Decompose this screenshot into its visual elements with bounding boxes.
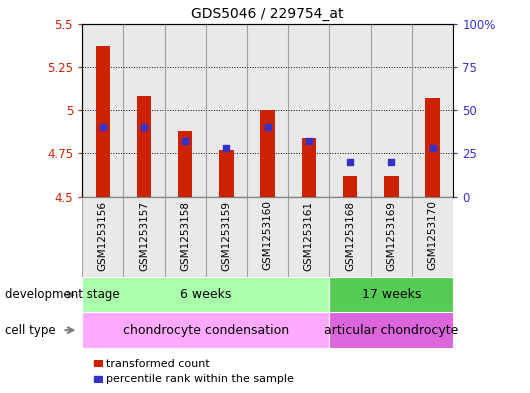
Bar — [288, 24, 330, 196]
Bar — [247, 24, 288, 196]
Text: GSM1253158: GSM1253158 — [180, 200, 190, 270]
Bar — [165, 24, 206, 196]
Text: cell type: cell type — [5, 323, 56, 337]
Bar — [94, 376, 102, 382]
Bar — [82, 312, 330, 348]
Text: GSM1253157: GSM1253157 — [139, 200, 149, 270]
Bar — [165, 196, 206, 277]
Title: GDS5046 / 229754_at: GDS5046 / 229754_at — [191, 7, 344, 21]
Text: GSM1253170: GSM1253170 — [428, 200, 438, 270]
Bar — [95, 46, 110, 196]
Bar — [412, 24, 453, 196]
Bar — [123, 196, 165, 277]
Point — [181, 138, 189, 144]
Text: 6 weeks: 6 weeks — [180, 288, 232, 301]
Bar — [330, 277, 453, 312]
Bar — [178, 131, 192, 196]
Point — [140, 124, 148, 130]
Bar — [82, 24, 123, 196]
Bar — [219, 150, 234, 196]
Text: chondrocyte condensation: chondrocyte condensation — [123, 323, 289, 337]
Point — [387, 159, 395, 165]
Bar — [288, 196, 330, 277]
Text: GSM1253161: GSM1253161 — [304, 200, 314, 270]
Point — [305, 138, 313, 144]
Bar — [206, 24, 247, 196]
Bar — [330, 24, 370, 196]
Point — [263, 124, 272, 130]
Bar — [425, 98, 440, 196]
Bar — [412, 196, 453, 277]
Bar — [247, 196, 288, 277]
Point — [99, 124, 107, 130]
Text: transformed count: transformed count — [106, 358, 210, 369]
Bar — [82, 196, 123, 277]
Bar — [123, 24, 165, 196]
Bar — [343, 176, 357, 196]
Text: articular chondrocyte: articular chondrocyte — [324, 323, 458, 337]
Bar — [260, 110, 275, 196]
Text: GSM1253169: GSM1253169 — [386, 200, 396, 270]
Bar — [370, 196, 412, 277]
Bar — [137, 96, 151, 196]
Point — [346, 159, 355, 165]
Point — [428, 145, 437, 151]
Point — [222, 145, 231, 151]
Bar — [82, 277, 330, 312]
Text: GSM1253160: GSM1253160 — [263, 200, 272, 270]
Text: GSM1253156: GSM1253156 — [98, 200, 108, 270]
Bar — [206, 196, 247, 277]
Text: development stage: development stage — [5, 288, 120, 301]
Bar — [94, 360, 102, 367]
Bar — [330, 312, 453, 348]
Bar — [330, 196, 370, 277]
Text: 17 weeks: 17 weeks — [361, 288, 421, 301]
Bar — [302, 138, 316, 196]
Bar — [384, 176, 399, 196]
Text: percentile rank within the sample: percentile rank within the sample — [106, 374, 294, 384]
Text: GSM1253159: GSM1253159 — [222, 200, 232, 270]
Bar — [370, 24, 412, 196]
Text: GSM1253168: GSM1253168 — [345, 200, 355, 270]
